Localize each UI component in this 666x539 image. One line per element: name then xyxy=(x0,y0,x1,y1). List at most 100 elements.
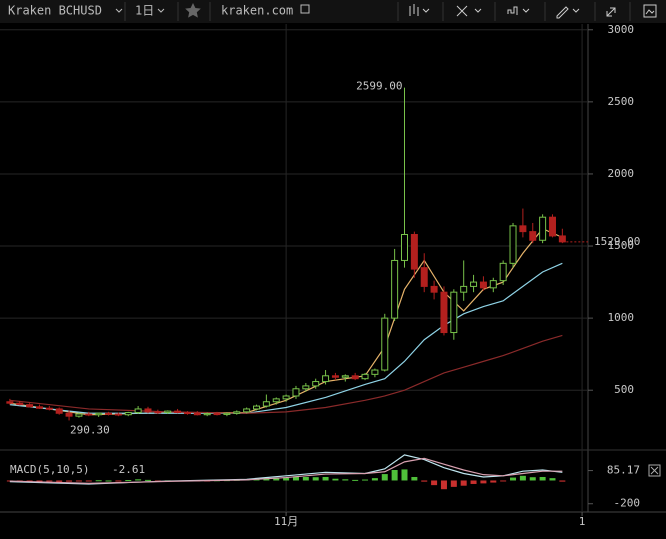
close-indicator[interactable] xyxy=(648,464,661,477)
compare-icon xyxy=(507,6,530,15)
macd-bar xyxy=(125,480,132,482)
macd-bar xyxy=(539,476,546,481)
macd-bar xyxy=(66,480,73,482)
macd-bar xyxy=(470,480,477,484)
candle-body xyxy=(450,291,458,334)
candle-body xyxy=(331,375,339,378)
candle-body xyxy=(312,381,320,387)
dropdown-icon xyxy=(157,8,165,13)
macd-bar xyxy=(421,480,428,482)
moving-average xyxy=(9,334,563,414)
candle-body xyxy=(509,225,517,264)
macd-bar xyxy=(381,474,388,481)
indicator-icon xyxy=(456,5,482,17)
candle-body xyxy=(105,412,113,415)
y-tick-label: 3000 xyxy=(608,23,635,36)
macd-bar xyxy=(85,480,92,482)
candle-body xyxy=(114,413,122,416)
symbol-button[interactable]: Kraken BCHUSD xyxy=(8,4,123,18)
candle-body xyxy=(460,285,468,293)
screenshot-button[interactable] xyxy=(643,4,657,18)
macd-bar xyxy=(46,480,53,482)
macd-bar xyxy=(6,480,13,482)
y-tick-label: 85.17 xyxy=(607,464,640,477)
candle-body xyxy=(75,413,83,417)
candle-body xyxy=(519,225,527,233)
candle-body xyxy=(539,216,547,241)
candle-body xyxy=(65,412,73,417)
macd-bar xyxy=(273,478,280,481)
candle-body xyxy=(95,412,103,416)
candle-body xyxy=(233,411,241,414)
indicator-button[interactable] xyxy=(456,5,482,17)
candle-body xyxy=(35,406,43,409)
draw-button[interactable] xyxy=(556,6,580,19)
candle-body xyxy=(124,412,132,416)
candle-body xyxy=(154,411,162,414)
macd-bar xyxy=(362,479,369,481)
y-tick-label: 500 xyxy=(614,383,634,396)
fullscreen-button[interactable] xyxy=(606,7,616,17)
candle-body xyxy=(529,231,537,241)
interval: 1日 xyxy=(135,4,154,18)
pencil-icon xyxy=(556,6,580,19)
macd-bar xyxy=(431,480,438,486)
candle-body xyxy=(213,413,221,416)
macd-bar xyxy=(352,479,359,481)
y-tick-label: 1000 xyxy=(608,311,635,324)
macd-bar xyxy=(322,476,329,481)
toolbar-bg xyxy=(0,0,666,23)
macd-bar xyxy=(75,480,82,482)
candle-body xyxy=(55,408,63,414)
macd-bar xyxy=(529,477,536,481)
macd-bar xyxy=(391,470,398,481)
candle-body xyxy=(85,413,93,416)
y-tick-label: 2000 xyxy=(608,167,635,180)
candle-body xyxy=(479,281,487,289)
macd-bar xyxy=(342,479,349,481)
candle-body xyxy=(174,410,182,414)
candle-body xyxy=(440,291,448,334)
macd-line xyxy=(9,457,563,484)
favorite-icon[interactable] xyxy=(185,3,201,18)
macd-title: MACD(5,10,5) xyxy=(10,463,89,476)
macd-bar xyxy=(490,480,497,483)
candle-icon xyxy=(409,4,430,16)
macd-bar xyxy=(519,475,526,481)
last-price-label: 1529.00 xyxy=(594,235,640,248)
macd-bar xyxy=(95,480,102,482)
candle-body xyxy=(253,405,261,410)
candle-body xyxy=(26,404,34,408)
x-tick-label: 1 xyxy=(579,515,586,528)
macd-bar xyxy=(56,480,63,482)
y-tick-label: 1500 xyxy=(608,239,635,252)
macd-bar xyxy=(105,480,112,482)
site-link[interactable]: kraken.com xyxy=(221,4,310,18)
candle-body xyxy=(203,413,211,416)
low-label: 290.30 xyxy=(70,423,110,436)
candle-body xyxy=(420,267,428,287)
chart-type-button[interactable] xyxy=(409,4,430,16)
macd-bar xyxy=(510,477,517,481)
candle-body xyxy=(292,388,300,397)
macd-bar xyxy=(144,479,151,481)
macd-bar xyxy=(135,479,142,481)
candle-body xyxy=(144,408,152,413)
y-tick-label: -200 xyxy=(614,497,641,510)
macd-bar xyxy=(332,478,339,481)
candle-body xyxy=(282,395,290,400)
macd-bar xyxy=(500,480,507,482)
candle-body xyxy=(243,408,251,413)
macd-bar xyxy=(292,476,299,481)
candle-body xyxy=(164,410,172,414)
candle-body xyxy=(499,262,507,282)
macd-bar xyxy=(440,480,447,490)
candle-body xyxy=(341,375,349,378)
candle-body xyxy=(193,412,201,416)
candle-body xyxy=(548,216,556,237)
compare-button[interactable] xyxy=(507,6,530,15)
candle-body xyxy=(262,401,270,407)
interval-button[interactable]: 1日 xyxy=(135,4,165,18)
x-tick-label: 11月 xyxy=(274,515,298,528)
symbol: Kraken BCHUSD xyxy=(8,4,102,18)
